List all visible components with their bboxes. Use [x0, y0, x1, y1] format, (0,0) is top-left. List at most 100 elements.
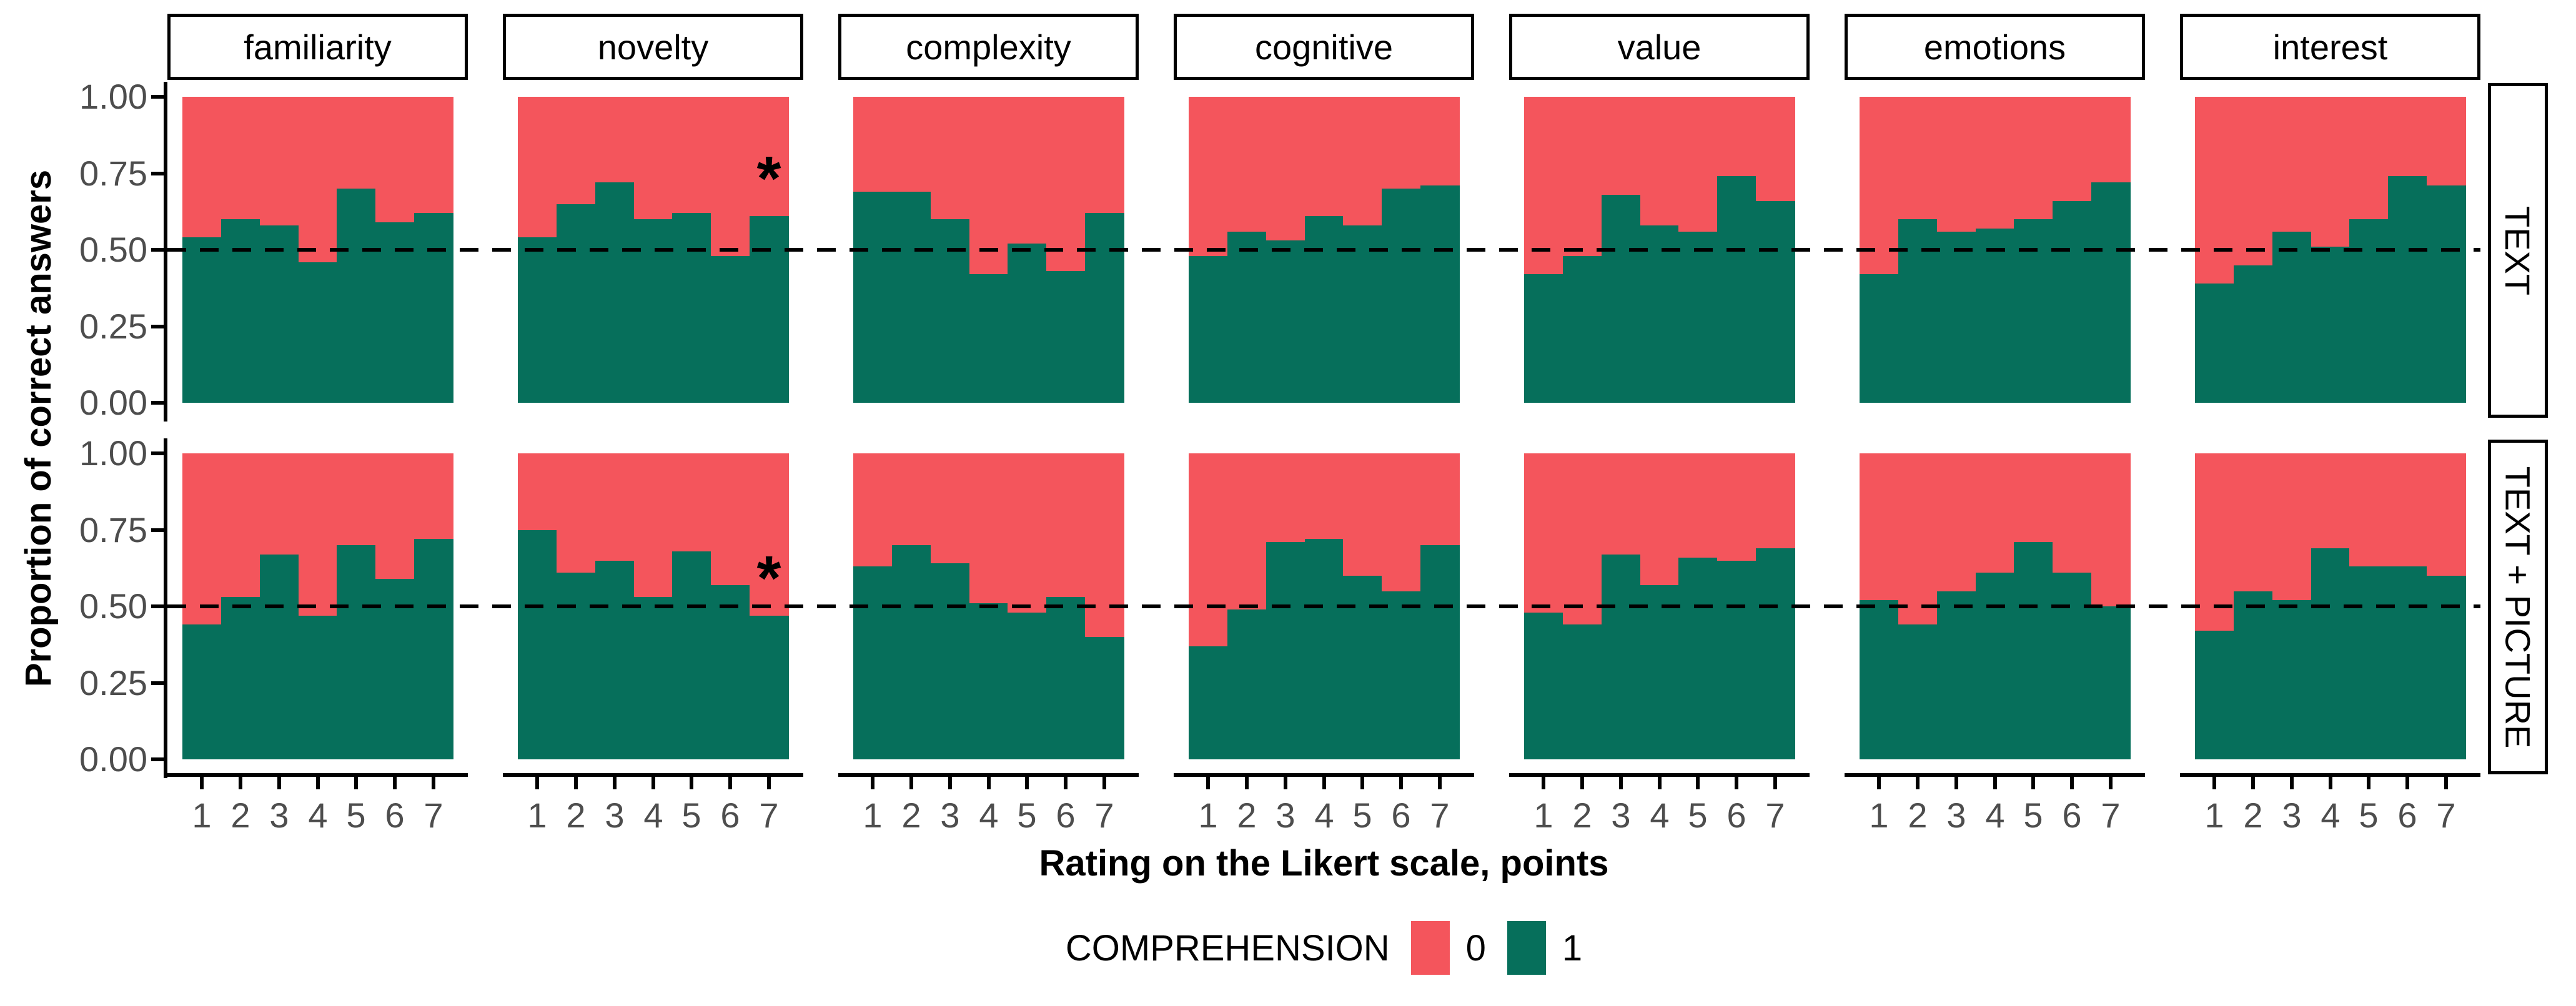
x-axis-tick	[2070, 777, 2074, 789]
y-axis-tick	[151, 401, 164, 405]
x-tick-label: 3	[269, 796, 289, 835]
x-axis-line	[1509, 773, 1810, 777]
facet-row-strip-label: TEXT + PICTURE	[2498, 466, 2538, 748]
x-tick-label: 5	[346, 796, 366, 835]
bar-rating-5	[1678, 97, 1718, 403]
bar-segment-correct	[595, 182, 635, 403]
bar-segment-correct	[2349, 566, 2389, 759]
y-axis-tick	[151, 248, 164, 252]
x-tick-label: 2	[1237, 796, 1257, 835]
bar-segment-correct	[1266, 240, 1305, 403]
bar-segment-correct	[414, 213, 453, 403]
bar-segment-correct	[1678, 557, 1718, 759]
bar-segment-correct	[2014, 542, 2053, 759]
facet-row-strip-text-picture: TEXT + PICTURE	[2488, 440, 2548, 774]
x-axis-tick	[871, 777, 874, 789]
bar-segment-correct	[2427, 576, 2466, 759]
bar-segment-correct	[1975, 573, 2015, 759]
bar-segment-correct	[969, 603, 1009, 759]
bar-segment-correct	[337, 189, 376, 403]
significance-asterisk: *	[756, 543, 781, 613]
bar-segment-correct	[2388, 566, 2427, 759]
bar-segment-correct	[518, 530, 557, 759]
bar-rating-4	[1975, 97, 2015, 403]
x-axis-tick	[1360, 777, 1364, 789]
x-tick-label: 7	[1765, 796, 1785, 835]
bar-segment-correct	[750, 615, 789, 759]
bar-segment-correct	[672, 551, 711, 759]
y-axis-line	[164, 438, 167, 778]
bar-segment-correct	[182, 624, 222, 759]
bar-rating-6	[375, 97, 415, 403]
x-tick-label: 7	[2101, 796, 2121, 835]
bar-segment-correct	[1640, 225, 1680, 403]
x-axis-tick	[651, 777, 655, 789]
bar-segment-correct	[1046, 271, 1086, 403]
x-tick-label: 6	[2062, 796, 2082, 835]
facet-row-strip-text: TEXT	[2488, 83, 2548, 418]
bar-segment-correct	[2388, 176, 2427, 403]
y-tick-label: 0.50	[79, 586, 147, 626]
x-tick-label: 5	[681, 796, 701, 835]
x-axis-tick	[1696, 777, 1700, 789]
y-axis-tick	[151, 757, 164, 761]
y-axis-tick	[151, 451, 164, 455]
bar-segment-correct	[2427, 185, 2466, 403]
bar-segment-correct	[969, 274, 1009, 403]
x-axis-tick	[200, 777, 204, 789]
bar-segment-correct	[1601, 194, 1641, 403]
reference-line-0-5	[167, 248, 2480, 252]
facet-column-strip-label: complexity	[906, 27, 1071, 67]
bar-segment-correct	[298, 262, 338, 403]
x-tick-label: 3	[605, 796, 625, 835]
x-axis-tick	[2290, 777, 2294, 789]
bar-segment-correct	[2233, 265, 2273, 403]
x-axis-tick	[574, 777, 578, 789]
bar-segment-correct	[1898, 624, 1938, 759]
y-tick-label: 0.75	[79, 510, 147, 550]
legend-swatch-1	[1507, 921, 1546, 975]
x-axis-line	[503, 773, 803, 777]
bar-segment-correct	[259, 225, 299, 403]
facet-column-strip-label: cognitive	[1254, 27, 1394, 67]
facet-column-strip-emotions: emotions	[1845, 14, 2145, 80]
bar-segment-correct	[2272, 231, 2312, 403]
x-tick-label: 2	[230, 796, 250, 835]
bar-segment-correct	[1085, 637, 1124, 759]
x-tick-label: 7	[2436, 796, 2456, 835]
bar-segment-correct	[556, 573, 596, 759]
x-axis-tick	[728, 777, 732, 789]
bar-rating-1	[1860, 453, 1899, 759]
bar-segment-correct	[182, 237, 222, 403]
bar-segment-correct	[1524, 612, 1563, 759]
x-axis-tick	[2367, 777, 2370, 789]
bar-segment-correct	[853, 191, 893, 403]
y-axis-tick	[151, 604, 164, 608]
bar-segment-correct	[1189, 255, 1228, 403]
bar-segment-correct	[518, 237, 557, 403]
bar-segment-correct	[1678, 231, 1718, 403]
x-tick-label: 1	[1869, 796, 1889, 835]
bar-segment-correct	[2091, 182, 2131, 403]
bar-segment-correct	[633, 219, 673, 403]
facet-column-strip-cognitive: cognitive	[1174, 14, 1474, 80]
bar-rating-3	[595, 97, 635, 403]
y-tick-label: 0.25	[79, 663, 147, 703]
significance-asterisk: *	[756, 144, 781, 214]
bar-segment-correct	[2195, 631, 2234, 759]
x-tick-label: 7	[424, 796, 443, 835]
bar-segment-correct	[711, 584, 750, 759]
bar-segment-correct	[891, 191, 931, 403]
x-axis-tick	[1284, 777, 1287, 789]
legend-entry-label: 0	[1465, 927, 1486, 969]
x-tick-label: 5	[1017, 796, 1037, 835]
x-axis-tick	[1954, 777, 1958, 789]
x-tick-label: 5	[1688, 796, 1708, 835]
x-axis-tick	[2212, 777, 2216, 789]
x-tick-label: 2	[901, 796, 921, 835]
y-tick-label: 0.00	[79, 383, 147, 422]
x-tick-label: 4	[643, 796, 663, 835]
y-tick-label: 1.00	[79, 433, 147, 473]
facet-column-strip-novelty: novelty	[503, 14, 803, 80]
